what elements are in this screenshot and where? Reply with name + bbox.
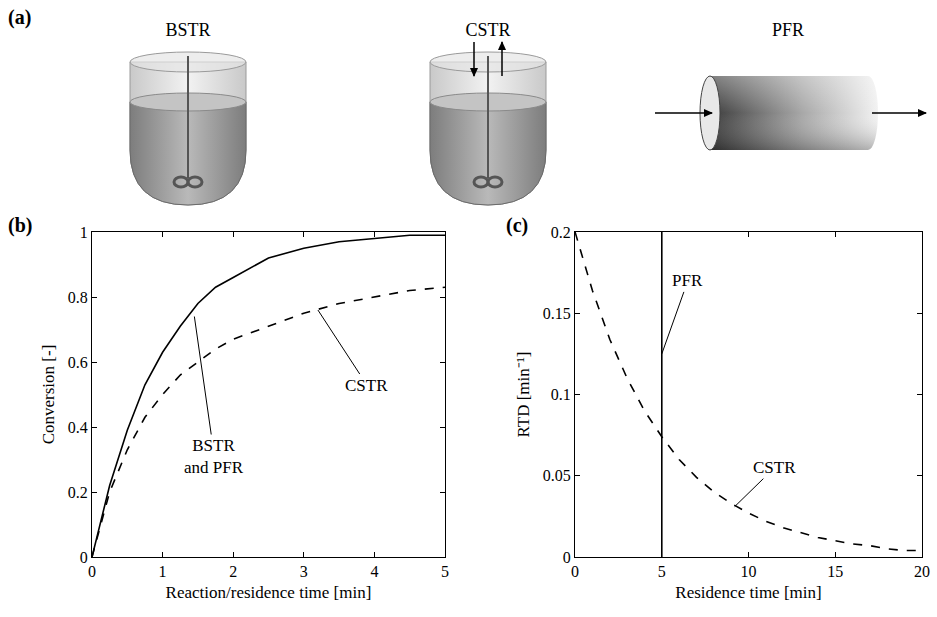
svg-text:0: 0	[80, 549, 88, 566]
svg-text:BSTRand PFR: BSTRand PFR	[184, 436, 244, 477]
svg-text:0: 0	[88, 563, 96, 580]
svg-text:Reaction/residence time [min]: Reaction/residence time [min]	[166, 583, 372, 602]
svg-text:BSTR: BSTR	[165, 20, 210, 40]
svg-text:5: 5	[658, 563, 666, 580]
svg-text:20: 20	[914, 563, 930, 580]
svg-text:PFR: PFR	[672, 271, 703, 290]
svg-text:0.05: 0.05	[543, 467, 571, 484]
svg-text:0.15: 0.15	[543, 305, 571, 322]
svg-text:0: 0	[571, 563, 579, 580]
svg-text:Conversion [-]: Conversion [-]	[39, 345, 58, 445]
svg-text:3: 3	[300, 563, 308, 580]
svg-text:5: 5	[441, 563, 449, 580]
svg-text:CSTR: CSTR	[345, 376, 388, 395]
svg-text:10: 10	[741, 563, 757, 580]
svg-text:15: 15	[827, 563, 843, 580]
svg-text:CSTR: CSTR	[465, 20, 510, 40]
svg-text:0.6: 0.6	[68, 354, 88, 371]
svg-text:0: 0	[563, 549, 571, 566]
svg-text:4: 4	[370, 563, 378, 580]
html-text:(a): (a)	[8, 6, 32, 28]
html-text:(b): (b)	[8, 214, 33, 236]
svg-text:RTD [min⁻¹]: RTD [min⁻¹]	[514, 351, 533, 437]
svg-text:0.8: 0.8	[68, 289, 88, 306]
svg-text:0.1: 0.1	[551, 386, 571, 403]
svg-text:Residence time [min]: Residence time [min]	[675, 583, 821, 602]
html-text:(c): (c)	[506, 214, 529, 236]
svg-text:0.2: 0.2	[68, 484, 88, 501]
svg-text:CSTR: CSTR	[753, 458, 796, 477]
svg-text:0.2: 0.2	[551, 224, 571, 241]
svg-text:0.4: 0.4	[68, 419, 88, 436]
svg-text:1: 1	[159, 563, 167, 580]
svg-text:2: 2	[229, 563, 237, 580]
svg-text:1: 1	[80, 224, 88, 241]
svg-text:PFR: PFR	[772, 20, 804, 40]
